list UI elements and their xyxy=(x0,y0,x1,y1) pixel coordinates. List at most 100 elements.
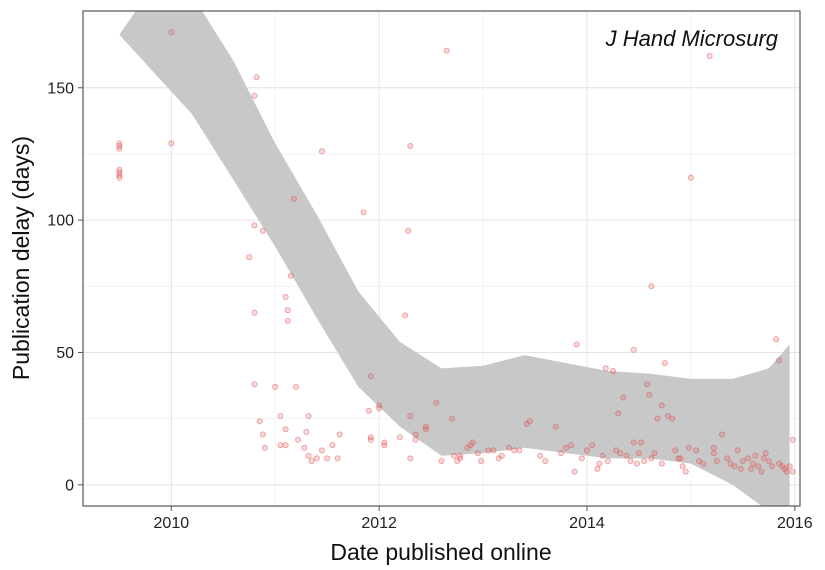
data-point xyxy=(295,436,302,443)
grid xyxy=(83,11,800,506)
data-point xyxy=(734,447,741,454)
data-point xyxy=(648,455,655,462)
data-point xyxy=(116,166,123,173)
data-point xyxy=(407,455,414,462)
data-point xyxy=(724,455,731,462)
data-point xyxy=(658,402,665,409)
data-point xyxy=(272,383,279,390)
data-point xyxy=(752,452,759,459)
data-point xyxy=(710,450,717,457)
y-tick-label: 100 xyxy=(47,213,74,230)
data-point xyxy=(568,442,575,449)
data-point xyxy=(630,439,637,446)
data-point xyxy=(713,457,720,464)
data-point xyxy=(305,452,312,459)
data-point xyxy=(412,431,419,438)
data-point xyxy=(251,222,258,229)
data-point xyxy=(706,53,713,60)
confidence-band-area xyxy=(119,11,790,506)
data-point xyxy=(259,431,266,438)
data-point xyxy=(376,402,383,409)
data-point xyxy=(641,457,648,464)
data-point xyxy=(789,468,796,475)
data-point xyxy=(596,460,603,467)
data-point xyxy=(443,47,450,54)
data-point xyxy=(537,452,544,459)
data-point xyxy=(367,434,374,441)
data-point xyxy=(693,447,700,454)
data-point xyxy=(685,444,692,451)
data-point xyxy=(498,452,505,459)
data-point xyxy=(290,195,297,202)
data-point xyxy=(256,418,263,425)
data-point xyxy=(365,407,372,414)
data-point xyxy=(615,410,622,417)
data-point xyxy=(282,426,289,433)
data-point xyxy=(287,272,294,279)
data-point xyxy=(758,468,765,475)
data-point xyxy=(620,394,627,401)
data-point xyxy=(661,360,668,367)
data-point xyxy=(737,465,744,472)
data-point xyxy=(407,142,414,149)
data-point xyxy=(301,444,308,451)
data-point xyxy=(526,418,533,425)
data-point xyxy=(450,452,457,459)
data-point xyxy=(505,444,512,451)
x-axis-title: Date published online xyxy=(330,539,551,565)
data-point xyxy=(305,412,312,419)
data-point xyxy=(677,455,684,462)
data-point xyxy=(261,444,268,451)
data-point xyxy=(277,442,284,449)
y-tick-label: 50 xyxy=(56,345,74,362)
data-point xyxy=(765,457,772,464)
data-point xyxy=(490,447,497,454)
data-point xyxy=(253,74,260,81)
data-point xyxy=(511,447,518,454)
data-point xyxy=(727,460,734,467)
data-point xyxy=(658,460,665,467)
data-point xyxy=(318,148,325,155)
data-point xyxy=(516,447,523,454)
y-tick-label: 150 xyxy=(47,80,74,97)
data-point xyxy=(617,450,624,457)
data-point xyxy=(116,140,123,147)
x-tick-label: 2012 xyxy=(361,515,397,532)
y-axis: 0 50 100 150 xyxy=(47,80,83,494)
data-point xyxy=(750,460,757,467)
data-point xyxy=(407,412,414,419)
data-point xyxy=(477,457,484,464)
data-point xyxy=(246,254,253,261)
data-point xyxy=(558,450,565,457)
data-point xyxy=(308,457,315,464)
data-point xyxy=(789,436,796,443)
data-point xyxy=(755,463,762,470)
data-point xyxy=(762,450,769,457)
data-point xyxy=(251,92,258,99)
data-point xyxy=(589,442,596,449)
data-point xyxy=(251,309,258,316)
data-point xyxy=(396,434,403,441)
data-point xyxy=(675,455,682,462)
data-point xyxy=(405,227,412,234)
data-point xyxy=(433,399,440,406)
data-point xyxy=(710,444,717,451)
data-point xyxy=(635,450,642,457)
data-point xyxy=(638,439,645,446)
data-point xyxy=(604,457,611,464)
data-point xyxy=(448,415,455,422)
data-point xyxy=(292,383,299,390)
data-point xyxy=(665,412,672,419)
data-point xyxy=(336,431,343,438)
data-point xyxy=(168,140,175,147)
data-point xyxy=(422,426,429,433)
data-point xyxy=(682,468,689,475)
journal-annotation: J Hand Microsurg xyxy=(605,26,779,51)
data-point xyxy=(745,455,752,462)
x-tick-label: 2016 xyxy=(777,515,813,532)
data-point xyxy=(563,444,570,451)
data-point xyxy=(381,442,388,449)
data-point xyxy=(542,457,549,464)
